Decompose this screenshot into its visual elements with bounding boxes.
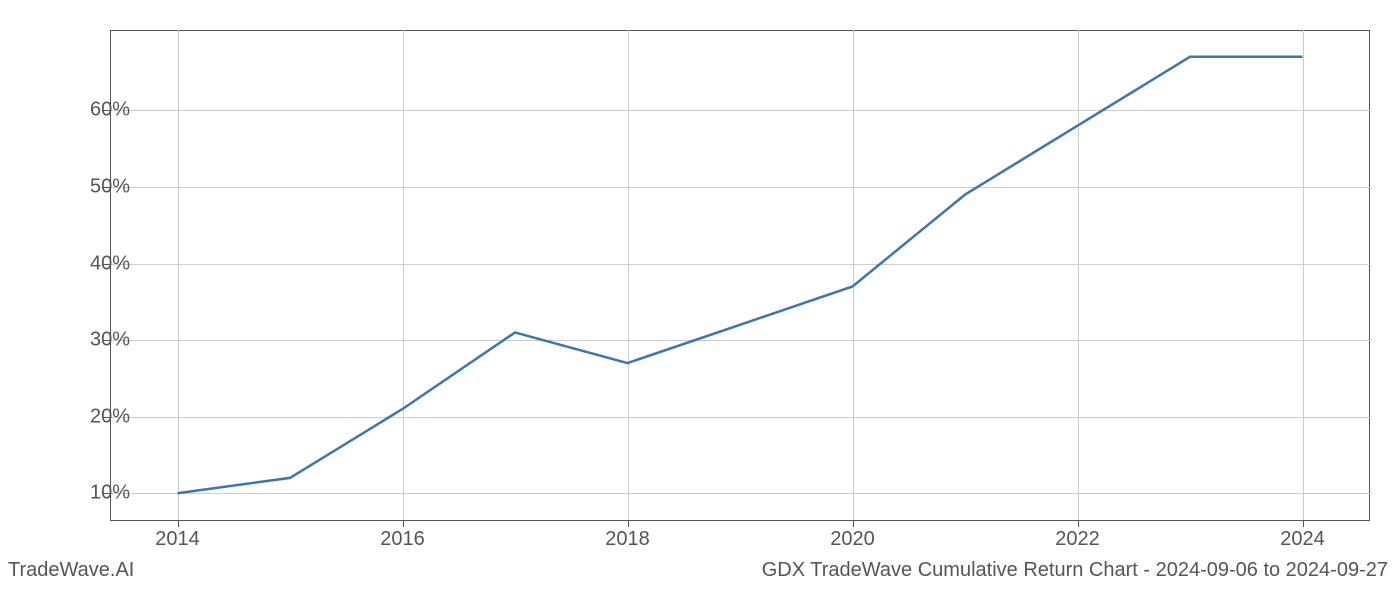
x-tick-label: 2014 [155,528,200,551]
x-tick-mark [853,520,854,527]
x-tick-label: 2016 [380,528,425,551]
line-series [110,30,1370,520]
y-tick-mark [103,340,110,341]
footer-brand: TradeWave.AI [8,559,134,582]
y-tick-mark [103,187,110,188]
y-tick-mark [103,110,110,111]
x-tick-mark [403,520,404,527]
x-tick-mark [1303,520,1304,527]
x-tick-label: 2018 [605,528,650,551]
chart-plot-area [110,30,1370,520]
y-tick-mark [103,264,110,265]
y-tick-mark [103,417,110,418]
x-tick-mark [1078,520,1079,527]
x-tick-mark [178,520,179,527]
x-tick-label: 2020 [830,528,875,551]
x-axis-spine [110,520,1370,521]
x-tick-label: 2022 [1055,528,1100,551]
x-tick-label: 2024 [1280,528,1325,551]
y-tick-mark [103,493,110,494]
x-tick-mark [628,520,629,527]
footer-caption: GDX TradeWave Cumulative Return Chart - … [762,559,1388,582]
